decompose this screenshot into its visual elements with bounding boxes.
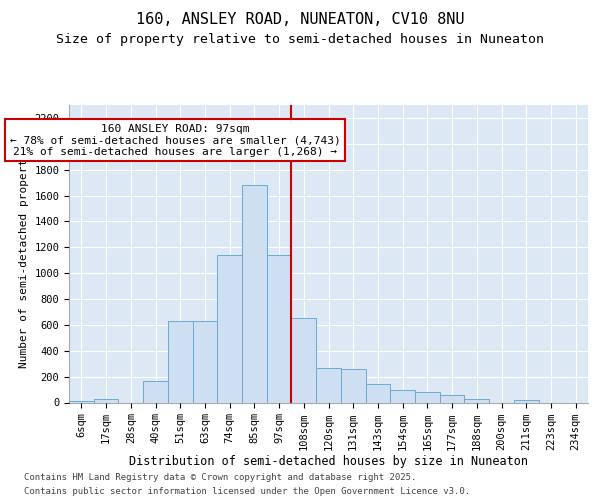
Bar bbox=[69, 400, 94, 402]
Bar bbox=[94, 398, 118, 402]
Bar bbox=[143, 380, 168, 402]
Bar bbox=[292, 318, 316, 402]
Text: 160 ANSLEY ROAD: 97sqm
← 78% of semi-detached houses are smaller (4,743)
21% of : 160 ANSLEY ROAD: 97sqm ← 78% of semi-det… bbox=[10, 124, 341, 157]
Bar bbox=[390, 390, 415, 402]
Bar bbox=[440, 396, 464, 402]
Bar bbox=[168, 321, 193, 402]
Bar bbox=[415, 392, 440, 402]
Bar bbox=[217, 255, 242, 402]
Bar bbox=[316, 368, 341, 402]
Text: Contains HM Land Registry data © Crown copyright and database right 2025.: Contains HM Land Registry data © Crown c… bbox=[24, 472, 416, 482]
Text: Size of property relative to semi-detached houses in Nuneaton: Size of property relative to semi-detach… bbox=[56, 32, 544, 46]
Bar bbox=[193, 321, 217, 402]
Bar bbox=[341, 369, 365, 402]
Bar bbox=[242, 185, 267, 402]
X-axis label: Distribution of semi-detached houses by size in Nuneaton: Distribution of semi-detached houses by … bbox=[129, 456, 528, 468]
Bar bbox=[365, 384, 390, 402]
Bar bbox=[514, 400, 539, 402]
Bar bbox=[464, 398, 489, 402]
Y-axis label: Number of semi-detached properties: Number of semi-detached properties bbox=[19, 139, 29, 368]
Text: 160, ANSLEY ROAD, NUNEATON, CV10 8NU: 160, ANSLEY ROAD, NUNEATON, CV10 8NU bbox=[136, 12, 464, 28]
Bar bbox=[267, 255, 292, 402]
Text: Contains public sector information licensed under the Open Government Licence v3: Contains public sector information licen… bbox=[24, 488, 470, 496]
